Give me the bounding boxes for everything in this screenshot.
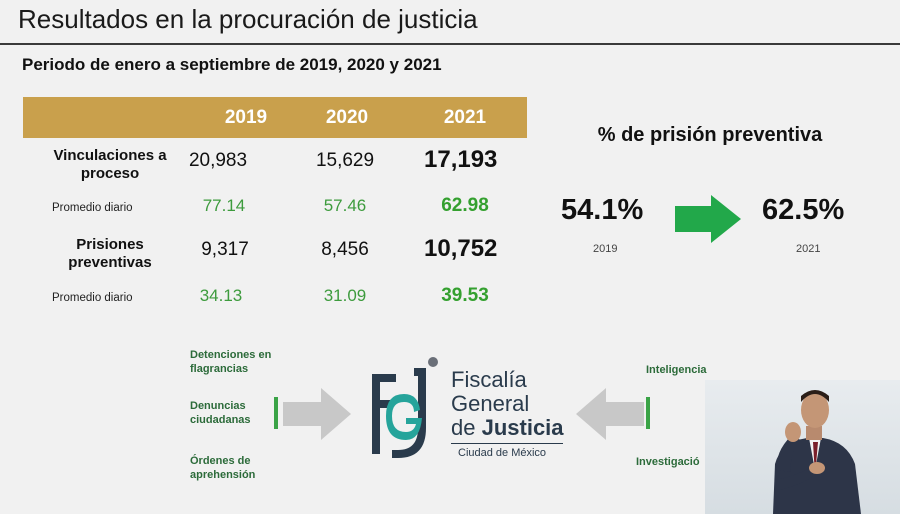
cell-value-highlight: 39.53 bbox=[441, 285, 489, 306]
cell-value: 57.46 bbox=[323, 196, 367, 215]
logo-line3-prefix: de bbox=[451, 415, 482, 440]
flow-item-denuncias: Denuncias ciudadanas bbox=[190, 399, 251, 427]
interpreter-figure-icon bbox=[773, 390, 861, 514]
cell-value: 15,629 bbox=[315, 150, 375, 171]
cell-value: 77.14 bbox=[202, 196, 246, 215]
row-label-promedio: Promedio diario bbox=[52, 292, 133, 304]
row-label-promedio: Promedio diario bbox=[52, 202, 133, 214]
prison-title: % de prisión preventiva bbox=[597, 124, 823, 146]
row-label-line1: Prisiones bbox=[76, 236, 144, 253]
cell-value: 20,983 bbox=[188, 150, 248, 171]
cell-value-highlight: 62.98 bbox=[441, 195, 489, 216]
flow-item-line1: Órdenes de bbox=[190, 455, 251, 467]
prison-to-year: 2021 bbox=[796, 243, 821, 255]
row-label-vinculaciones: Vinculaciones a proceso bbox=[30, 147, 190, 183]
title-divider bbox=[0, 43, 900, 45]
logo-line2: General bbox=[451, 391, 530, 416]
flow-left-marker bbox=[274, 397, 278, 429]
row-label-line1: Vinculaciones a bbox=[53, 147, 167, 164]
arrow-right-icon bbox=[675, 195, 741, 243]
prison-from-year: 2019 bbox=[593, 243, 618, 255]
cell-value-highlight: 17,193 bbox=[424, 146, 498, 173]
page-subtitle: Periodo de enero a septiembre de 2019, 2… bbox=[22, 55, 442, 74]
logo-line1: Fiscalía bbox=[451, 367, 527, 392]
flow-item-line1: Detenciones en bbox=[190, 349, 272, 361]
row-label-prisiones: Prisiones preventivas bbox=[30, 236, 190, 272]
prison-to-value: 62.5% bbox=[762, 194, 845, 226]
fgj-logo-icon bbox=[372, 357, 438, 458]
cell-value: 8,456 bbox=[321, 239, 369, 260]
flow-item-ordenes: Órdenes de aprehensión bbox=[190, 454, 255, 482]
flow-item-investigacion: Investigació bbox=[636, 456, 700, 468]
year-header-2021: 2021 bbox=[443, 107, 487, 128]
row-label-line2: preventivas bbox=[68, 254, 152, 271]
flow-item-inteligencia: Inteligencia bbox=[646, 364, 707, 376]
cell-value: 31.09 bbox=[323, 286, 367, 305]
flow-item-line1: Denuncias bbox=[190, 400, 246, 412]
logo-divider bbox=[451, 443, 563, 444]
logo-line3-bold: Justicia bbox=[481, 415, 564, 440]
logo-sub: Ciudad de México bbox=[458, 447, 547, 459]
year-header-2020: 2020 bbox=[325, 107, 369, 128]
cell-value-highlight: 10,752 bbox=[424, 235, 498, 262]
row-label-line2: proceso bbox=[80, 165, 140, 182]
page-title: Resultados en la procuración de justicia bbox=[18, 4, 478, 34]
table-header: 2019 2020 2021 bbox=[23, 97, 527, 138]
cell-value: 34.13 bbox=[199, 286, 243, 305]
flow-item-line2: ciudadanas bbox=[190, 414, 251, 426]
arrow-right-icon bbox=[283, 388, 351, 440]
flow-item-line2: flagrancias bbox=[190, 363, 249, 375]
logo-line3: de Justicia bbox=[451, 415, 564, 441]
cell-value: 9,317 bbox=[201, 239, 249, 260]
prison-from-value: 54.1% bbox=[561, 194, 644, 226]
flow-item-detenciones: Detenciones en flagrancias bbox=[190, 348, 271, 376]
flow-item-line2: aprehensión bbox=[190, 469, 256, 481]
arrow-left-icon bbox=[576, 388, 644, 440]
flow-right-marker bbox=[646, 397, 650, 429]
sign-language-interpreter bbox=[705, 380, 900, 514]
year-header-2019: 2019 bbox=[224, 107, 268, 128]
